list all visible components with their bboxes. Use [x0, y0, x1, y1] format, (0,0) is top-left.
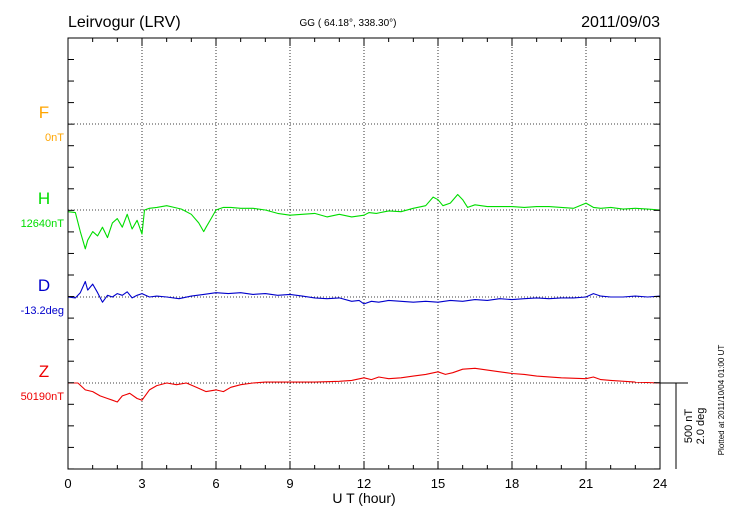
x-tick-label: 21: [579, 476, 593, 491]
date-label: 2011/09/03: [581, 14, 660, 31]
x-tick-label: 0: [64, 476, 71, 491]
plotted-note: Plotted at 2011/10/04 01:00 UT: [717, 345, 726, 456]
component-name-f: F: [39, 103, 49, 122]
component-name-d: D: [38, 276, 50, 295]
component-baseline-h: 12640nT: [21, 218, 65, 230]
component-baseline-z: 50190nT: [21, 391, 65, 403]
x-tick-label: 9: [286, 476, 293, 491]
component-baseline-f: 0nT: [45, 132, 64, 144]
series-h-line: [67, 193, 661, 250]
scale-nt: 500 nT: [683, 409, 695, 444]
series-d-line: [67, 280, 661, 305]
x-tick-label: 18: [505, 476, 519, 491]
x-axis-ticks: 0 3 6 9 12 15 18 21 24: [64, 38, 667, 491]
geographic-coords: GG ( 64.18°, 338.30°): [300, 18, 397, 29]
scale-deg: 2.0 deg: [695, 408, 707, 445]
x-tick-label: 15: [431, 476, 445, 491]
x-tick-label: 24: [653, 476, 667, 491]
x-tick-label: 3: [138, 476, 145, 491]
grid-lines: [68, 38, 660, 469]
station-title: Leirvogur (LRV): [68, 14, 181, 31]
component-name-h: H: [38, 189, 50, 208]
x-tick-label: 6: [212, 476, 219, 491]
series-z-line: [68, 367, 661, 403]
x-axis-label: U T (hour): [332, 490, 395, 506]
component-labels: F 0nT H 12640nT D -13.2deg Z 50190nT: [21, 103, 65, 403]
series-lines: [67, 193, 661, 403]
x-tick-label: 12: [357, 476, 371, 491]
component-baseline-d: -13.2deg: [21, 305, 64, 317]
component-name-z: Z: [39, 362, 49, 381]
